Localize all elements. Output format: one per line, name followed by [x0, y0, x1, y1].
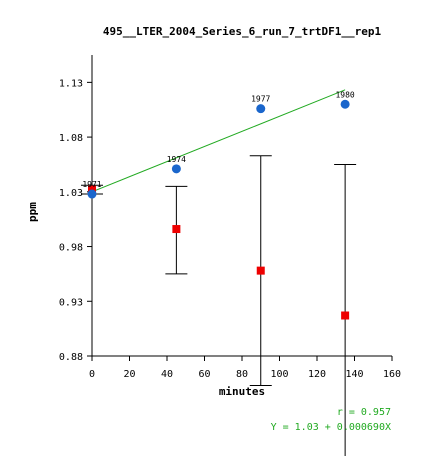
y-axis-label: ppm: [26, 202, 39, 222]
data-point: [256, 104, 266, 114]
x-tick-label: 0: [89, 369, 95, 380]
y-tick-label: 0.88: [59, 352, 83, 363]
x-tick-label: 160: [383, 369, 401, 380]
x-tick-label: 120: [308, 369, 326, 380]
mean-point: [256, 266, 265, 275]
y-tick-label: 0.93: [59, 297, 83, 308]
y-tick-label: 1.03: [59, 188, 83, 199]
chart-title: 495__LTER_2004_Series_6_run_7_trtDF1__re…: [103, 25, 382, 38]
mean-point: [172, 225, 181, 234]
mean-point: [341, 311, 350, 320]
x-axis-label: minutes: [219, 385, 265, 398]
y-tick-label: 0.98: [59, 243, 83, 254]
fit-line: [91, 89, 346, 193]
data-point-label: 1974: [167, 155, 186, 164]
x-tick-label: 80: [236, 369, 248, 380]
data-point-label: 1980: [335, 90, 354, 99]
x-tick-label: 60: [198, 369, 210, 380]
data-point-label: 1971: [82, 180, 101, 189]
x-tick-label: 40: [161, 369, 173, 380]
stats-equation: Y = 1.03 + 0.000690X: [271, 422, 391, 433]
x-tick-label: 20: [123, 369, 135, 380]
y-tick-label: 1.08: [59, 133, 83, 144]
marks: 1971 1974 1977 1980: [81, 89, 357, 456]
data-point: [87, 189, 97, 199]
y-tick-label: 1.13: [59, 78, 83, 89]
data-point: [171, 164, 181, 174]
data-point: [340, 99, 350, 109]
x-tick-label: 100: [270, 369, 288, 380]
stats-r: r = 0.957: [337, 407, 391, 418]
x-tick-label: 140: [345, 369, 363, 380]
data-point-label: 1977: [251, 95, 270, 104]
axes: 0 20 40 60 80 100 120 140 160 0.88 0.93 0.98 1.03 1.0…: [59, 55, 401, 380]
